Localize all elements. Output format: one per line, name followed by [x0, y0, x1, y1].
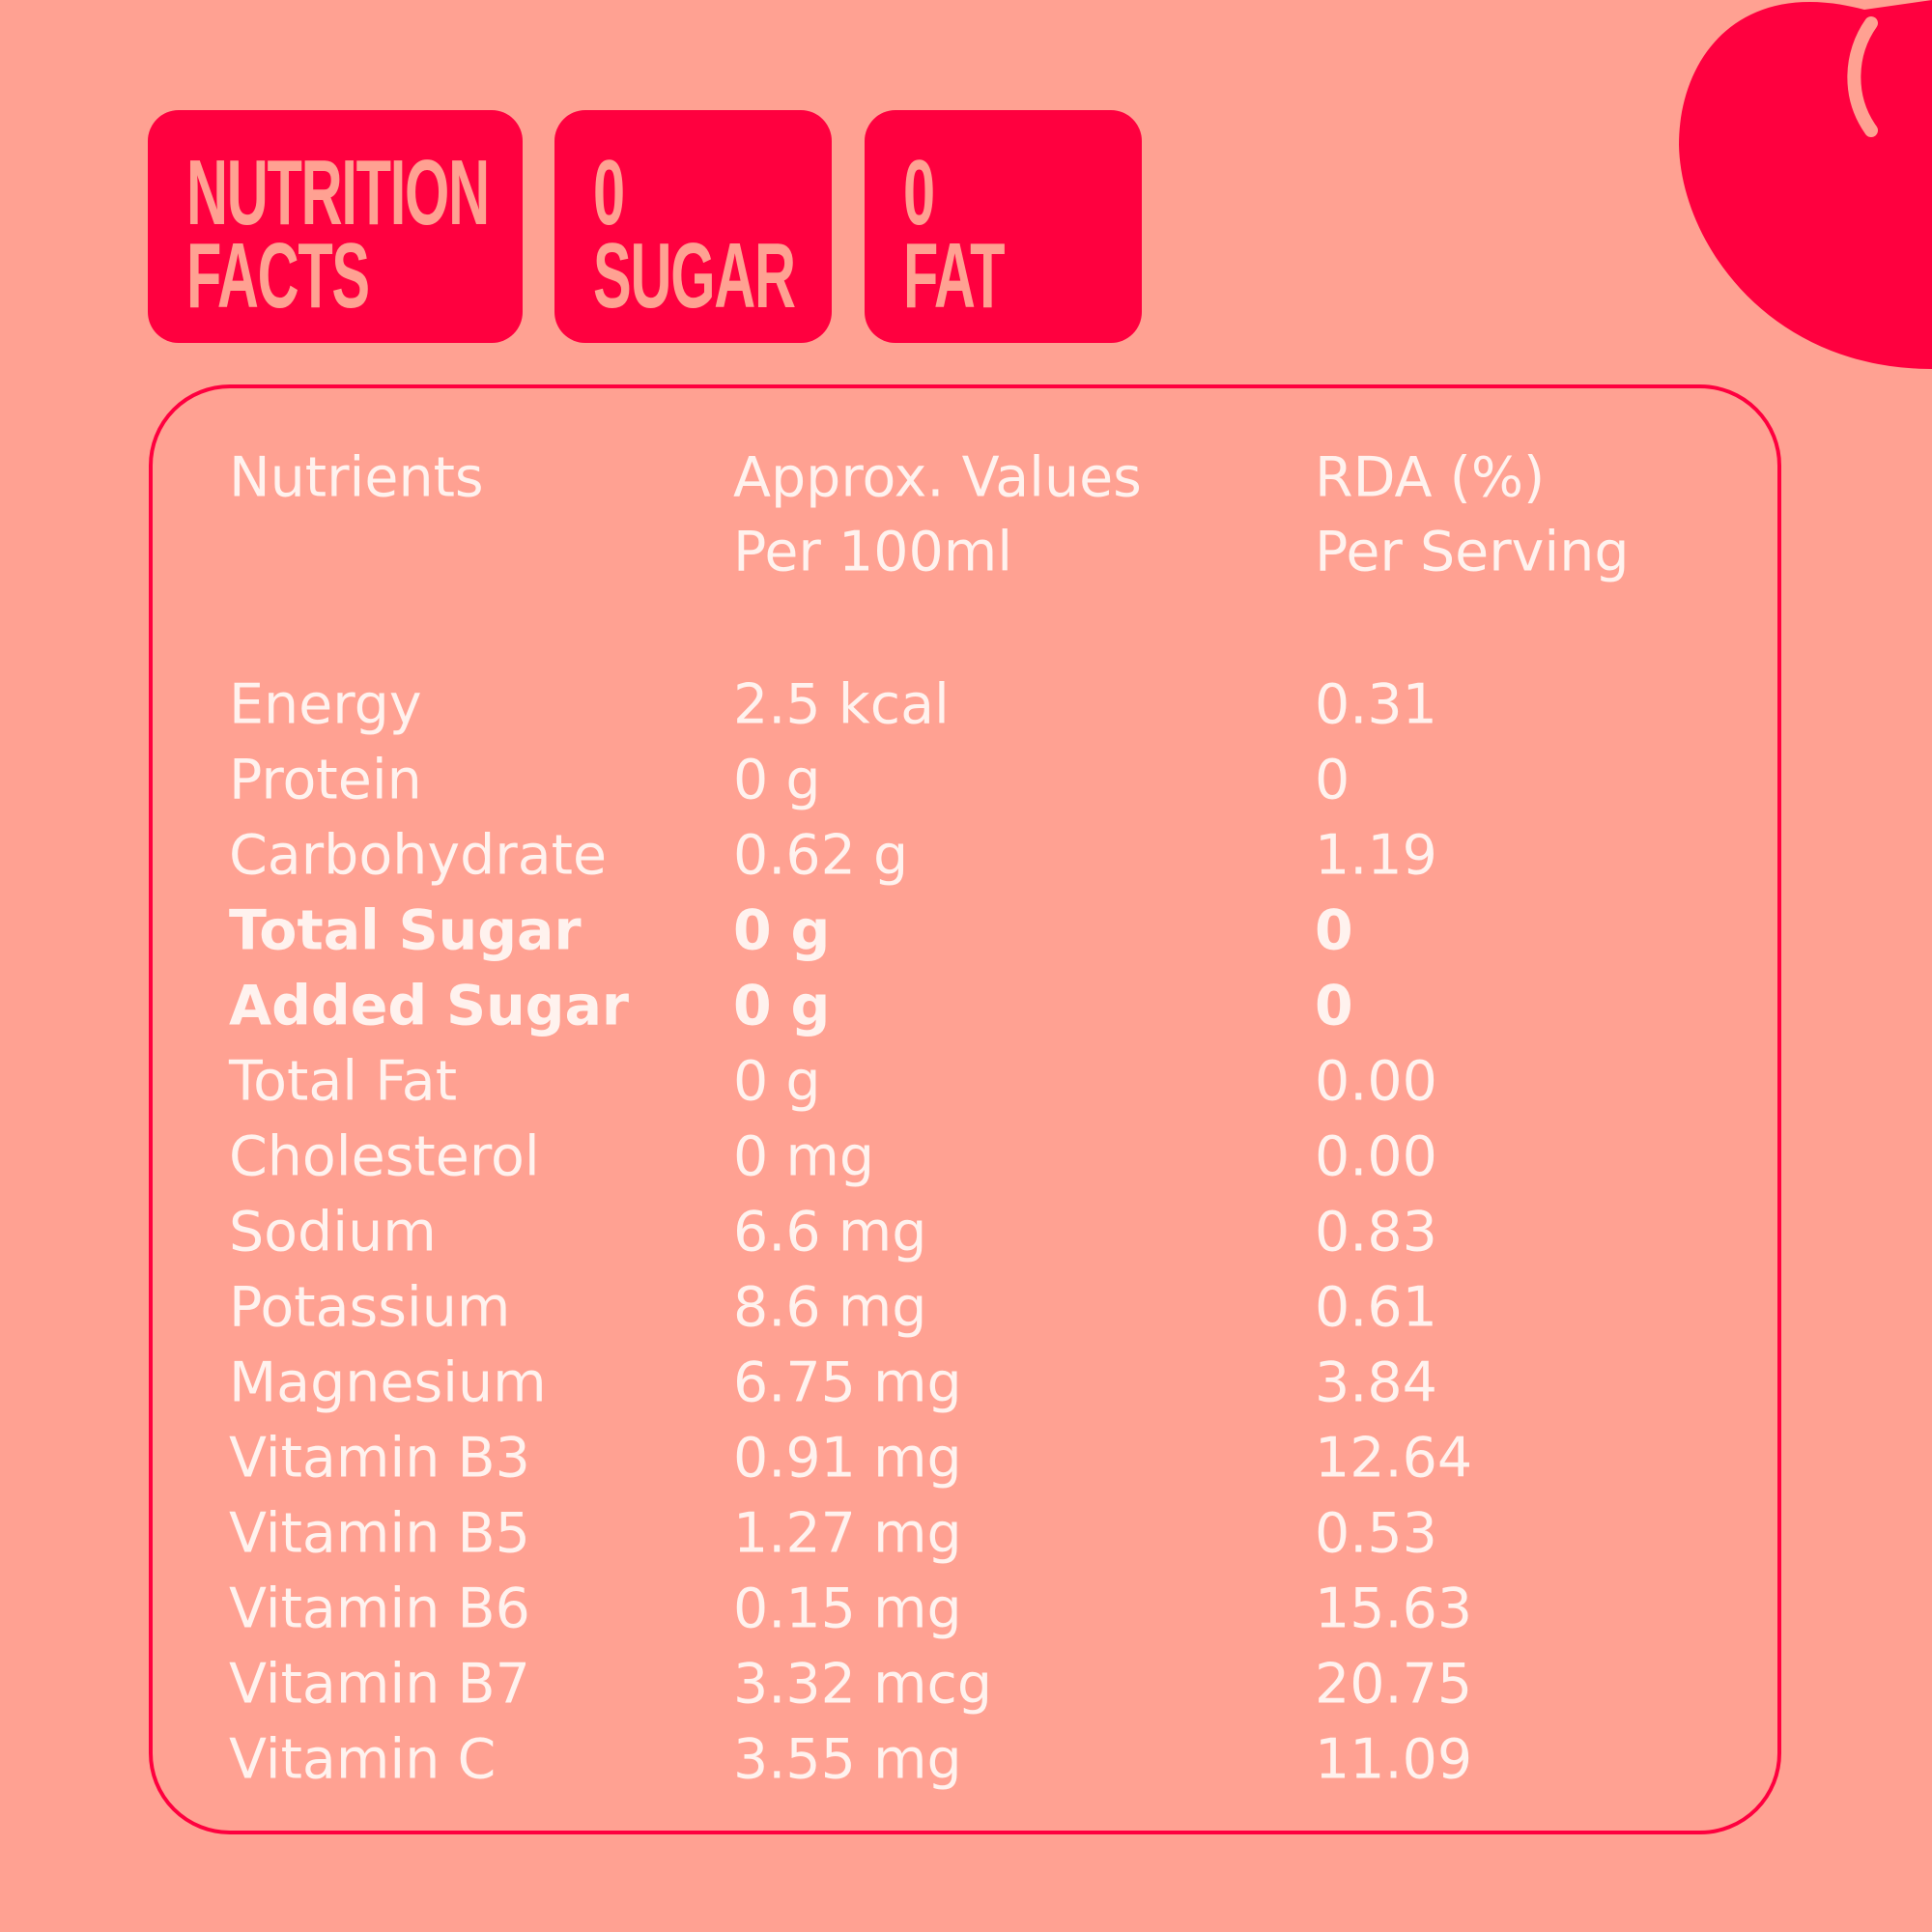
header-text: Per 100ml	[733, 520, 1013, 584]
table-cell: 0 g	[733, 748, 821, 812]
table-cell: 15.63	[1315, 1577, 1473, 1641]
table-cell: 0.83	[1315, 1200, 1437, 1264]
table-cell: Cholesterol	[229, 1124, 540, 1189]
table-cell: 0 mg	[733, 1124, 875, 1189]
table-cell: 0.91 mg	[733, 1426, 962, 1491]
table-cell: 11.09	[1315, 1727, 1473, 1792]
header-text: Nutrients	[229, 445, 484, 510]
table-cell: 0.61	[1315, 1275, 1437, 1340]
heart-highlight	[1847, 16, 1878, 137]
table-cell: 12.64	[1315, 1426, 1473, 1491]
header-text: Approx. Values	[733, 445, 1142, 510]
badge: NUTRITION FACTS	[148, 110, 523, 343]
table-cell: Vitamin B5	[229, 1501, 530, 1566]
table-cell: Vitamin C	[229, 1727, 497, 1792]
table-cell: 8.6 mg	[733, 1275, 927, 1340]
table-cell: 0	[1315, 748, 1350, 812]
heart-shape	[1679, 0, 1932, 369]
table-cell: Total Sugar	[229, 898, 582, 963]
header-text: Per Serving	[1315, 520, 1630, 584]
table-cell: Magnesium	[229, 1350, 547, 1415]
table-cell: Vitamin B7	[229, 1652, 530, 1717]
table-cell: 3.32 mcg	[733, 1652, 993, 1717]
table-cell: 6.75 mg	[733, 1350, 962, 1415]
badge-text: FAT	[903, 224, 1006, 327]
table-cell: Vitamin B3	[229, 1426, 530, 1491]
table-cell: 0.53	[1315, 1501, 1437, 1566]
table-cell: Vitamin B6	[229, 1577, 530, 1641]
table-cell: 3.84	[1315, 1350, 1437, 1415]
badge-text: FACTS	[186, 224, 370, 327]
table-cell: 0 g	[733, 1049, 821, 1114]
header-text: RDA (%)	[1315, 445, 1546, 510]
table-cell: Total Fat	[229, 1049, 458, 1114]
table-cell: Protein	[229, 748, 422, 812]
heart-decoration	[1679, 0, 1932, 369]
table-cell: 3.55 mg	[733, 1727, 962, 1792]
table-cell: 1.19	[1315, 823, 1437, 888]
badge-text: NUTRITION	[186, 141, 490, 244]
table-cell: 0.15 mg	[733, 1577, 962, 1641]
table-cell: Energy	[229, 672, 422, 737]
table-cell: 0	[1315, 974, 1353, 1038]
table-cell: Potassium	[229, 1275, 511, 1340]
nutrition-table	[149, 384, 1781, 1834]
table-cell: Carbohydrate	[229, 823, 608, 888]
badge-text: SUGAR	[593, 224, 796, 327]
table-cell: 0.00	[1315, 1124, 1437, 1189]
table-cell: 0.62 g	[733, 823, 909, 888]
table-cell: Added Sugar	[229, 974, 630, 1038]
table-cell: 2.5 kcal	[733, 672, 950, 737]
table-cell: 0 g	[733, 974, 831, 1038]
badge-text: 0	[593, 141, 625, 244]
table-cell: 0.00	[1315, 1049, 1437, 1114]
badge: 0 FAT	[865, 110, 1142, 343]
badge: 0 SUGAR	[554, 110, 832, 343]
table-cell: 0 g	[733, 898, 831, 963]
table-cell: 0	[1315, 898, 1353, 963]
table-cell: 0.31	[1315, 672, 1437, 737]
table-cell: Sodium	[229, 1200, 437, 1264]
table-cell: 1.27 mg	[733, 1501, 962, 1566]
table-cell: 20.75	[1315, 1652, 1473, 1717]
badge-text: 0	[903, 141, 935, 244]
table-cell: 6.6 mg	[733, 1200, 927, 1264]
